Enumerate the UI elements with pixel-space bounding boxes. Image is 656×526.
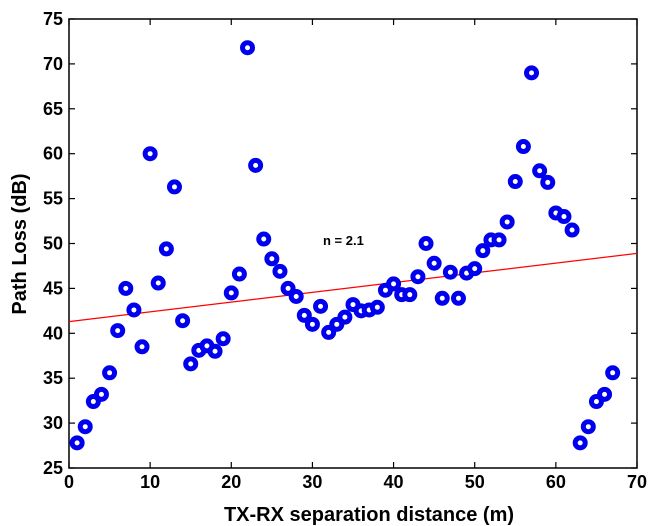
data-point: [288, 288, 304, 304]
data-point: [158, 241, 174, 257]
data-point: [150, 275, 166, 291]
fit-line: [68, 252, 638, 323]
data-point: [296, 307, 312, 323]
data-point: [102, 365, 118, 381]
y-tick-label: 30: [43, 413, 63, 433]
x-tick-label: 70: [627, 472, 647, 492]
data-point: [264, 251, 280, 267]
data-point: [540, 174, 556, 190]
slope-annotation: n = 2.1: [323, 233, 364, 248]
x-tick-label: 40: [384, 472, 404, 492]
data-point: [175, 313, 191, 329]
data-point: [134, 339, 150, 355]
y-tick-label: 35: [43, 368, 63, 388]
x-axis-label: TX-RX separation distance (m): [224, 504, 514, 526]
data-point: [223, 285, 239, 301]
data-point: [110, 323, 126, 339]
data-point: [532, 163, 548, 179]
data-point: [442, 264, 458, 280]
y-tick-label: 45: [43, 278, 63, 298]
data-point: [280, 280, 296, 296]
data-point: [524, 65, 540, 81]
y-tick-label: 40: [43, 323, 63, 343]
data-point: [426, 255, 442, 271]
data-point: [313, 298, 329, 314]
data-point: [304, 316, 320, 332]
data-point: [207, 343, 223, 359]
x-tick-label: 30: [302, 472, 322, 492]
y-tick-label: 25: [43, 458, 63, 478]
plot-area: 0 10 20 30 40 50 60 70 25 30 35 40 45 50 55 60 65 70 75: [43, 9, 647, 492]
data-point: [272, 263, 288, 279]
data-point: [499, 214, 515, 230]
data-point: [580, 419, 596, 435]
y-tick-label: 60: [43, 144, 63, 164]
data-point: [166, 179, 182, 195]
data-point: [369, 299, 385, 315]
data-point: [118, 280, 134, 296]
data-point: [597, 386, 613, 402]
y-tick-label: 50: [43, 234, 63, 254]
data-point: [491, 232, 507, 248]
data-point: [69, 435, 85, 451]
data-point: [605, 365, 621, 381]
data-point: [337, 309, 353, 325]
x-tick-label: 10: [140, 472, 160, 492]
data-point: [507, 174, 523, 190]
y-tick-label: 75: [43, 9, 63, 29]
x-tick-label: 50: [465, 472, 485, 492]
x-tick-label: 20: [221, 472, 241, 492]
y-tick-label: 55: [43, 189, 63, 209]
data-point: [183, 356, 199, 372]
data-point: [231, 266, 247, 282]
data-point: [418, 236, 434, 251]
data-point: [434, 290, 450, 306]
data-point: [248, 157, 264, 173]
data-point: [240, 40, 256, 56]
data-point: [475, 243, 491, 259]
y-axis-label: Path Loss (dB): [9, 173, 31, 314]
data-point: [402, 287, 418, 303]
y-tick-label: 70: [43, 54, 63, 74]
data-point: [564, 222, 580, 238]
x-tick-label: 60: [546, 472, 566, 492]
data-point: [256, 231, 272, 247]
data-point: [77, 419, 93, 435]
data-point: [556, 209, 572, 225]
data-point: [410, 269, 426, 285]
data-point: [321, 324, 337, 340]
data-point: [93, 386, 109, 402]
data-point: [215, 331, 231, 347]
y-tick-label: 65: [43, 99, 63, 119]
data-point: [572, 435, 588, 451]
data-point: [142, 146, 158, 162]
data-point: [386, 276, 402, 292]
data-point: [450, 290, 466, 306]
data-point: [515, 139, 531, 155]
data-point: [126, 302, 142, 318]
data-point: [467, 261, 483, 277]
x-tick-label: 0: [64, 472, 74, 492]
